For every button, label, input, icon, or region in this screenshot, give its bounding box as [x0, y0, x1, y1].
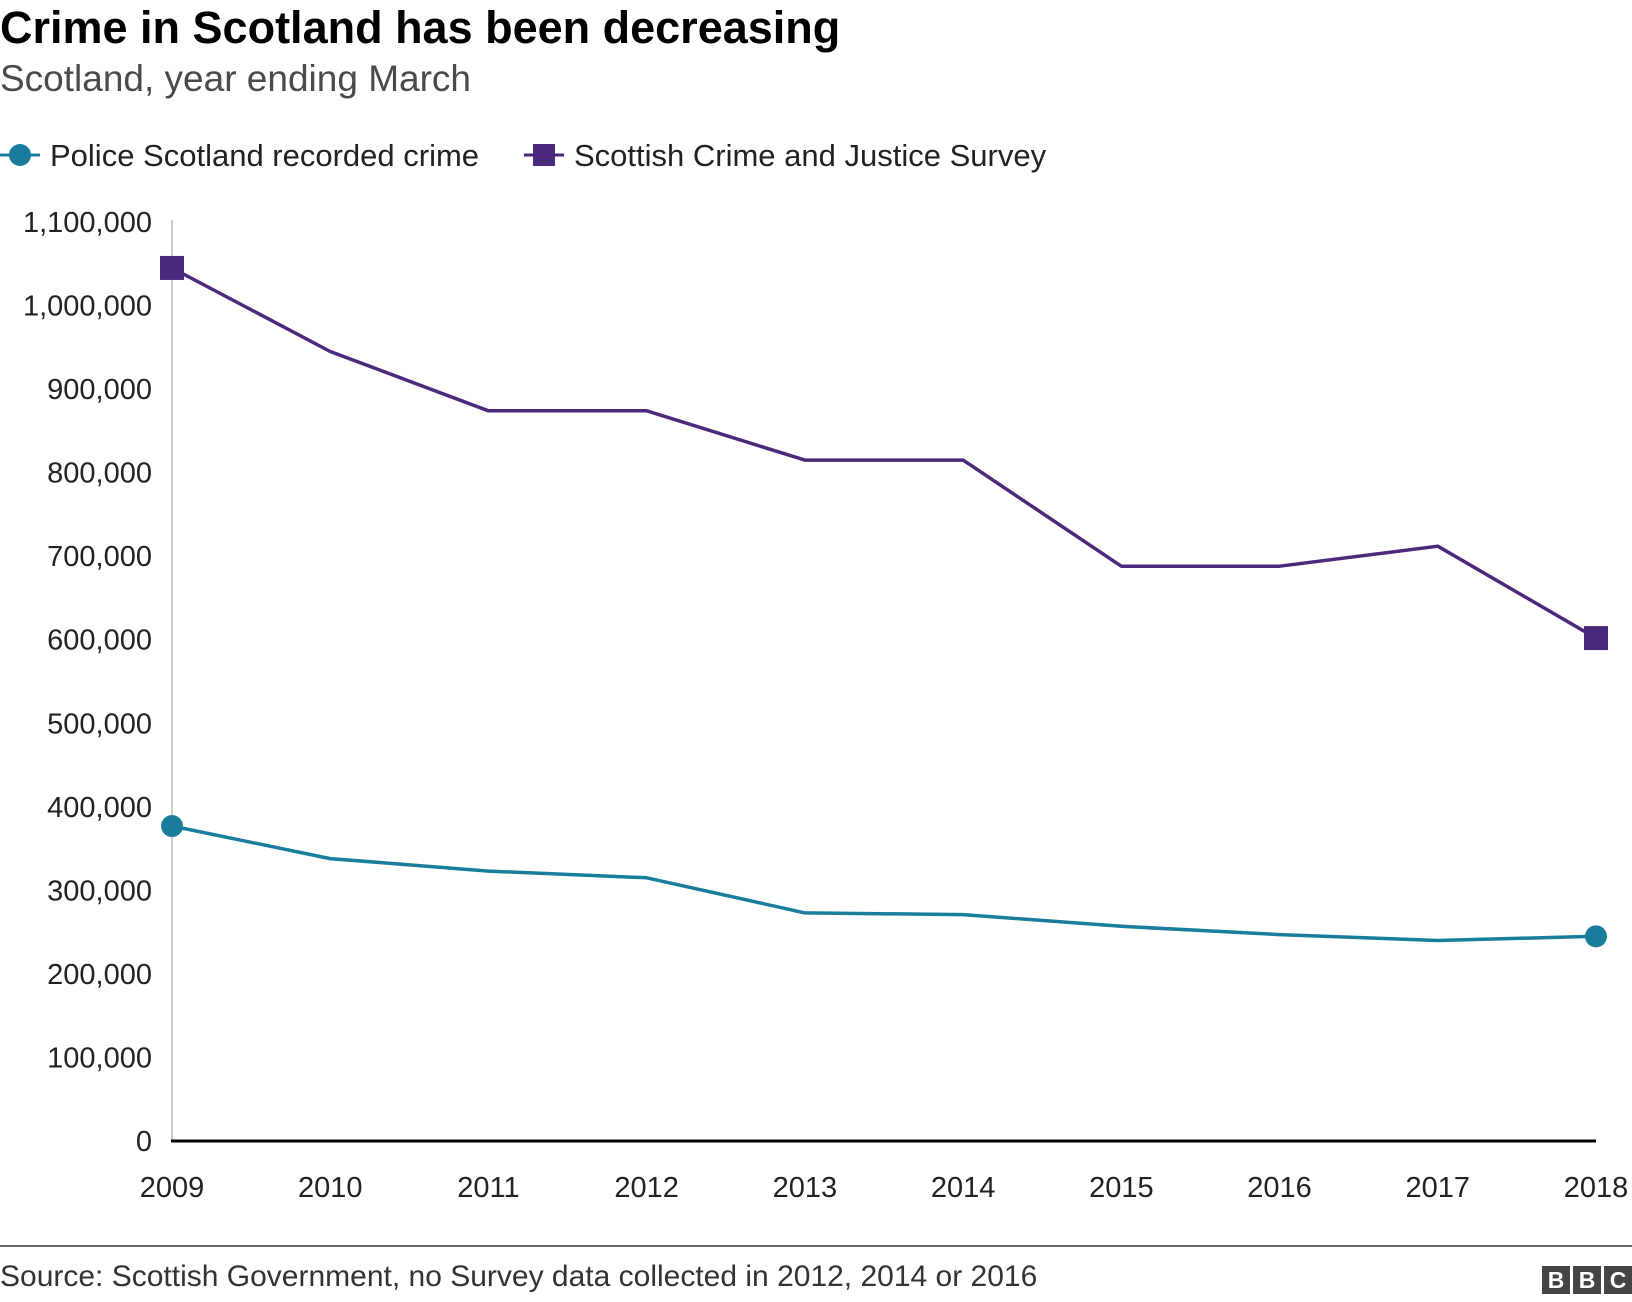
- y-tick-label: 400,000: [47, 792, 152, 824]
- data-point-marker: [161, 815, 183, 838]
- line-chart: Police Scotland recorded crime Scottish C…: [0, 138, 1629, 1204]
- x-tick-label: 2014: [931, 1172, 996, 1204]
- x-tick-label: 2018: [1564, 1172, 1629, 1204]
- y-tick-label: 200,000: [47, 959, 152, 991]
- y-tick-label: 100,000: [47, 1042, 152, 1074]
- x-tick-label: 2011: [457, 1172, 519, 1204]
- x-tick-label: 2015: [1089, 1172, 1154, 1204]
- bbc-logo: B B C: [1542, 1266, 1632, 1294]
- series-lines: [160, 255, 1608, 948]
- axes: [171, 220, 1596, 1143]
- chart-title: Crime in Scotland has been decreasing: [0, 2, 841, 53]
- legend-label: Scottish Crime and Justice Survey: [574, 138, 1047, 173]
- x-axis-ticks: 2009 2010 2011 2012 2013 2014 2015 2016 2017 2018: [140, 1172, 1629, 1204]
- x-tick-label: 2010: [298, 1172, 363, 1204]
- series-line-0: [171, 824, 1597, 943]
- y-axis-ticks: 0 100,000 200,000 300,000 400,000 500,000 600,…: [23, 207, 152, 1158]
- legend: Police Scotland recorded crime Scottish C…: [0, 138, 1047, 173]
- data-point-marker: [1584, 626, 1608, 651]
- x-tick-label: 2017: [1406, 1172, 1471, 1204]
- y-tick-label: 900,000: [47, 374, 152, 406]
- y-tick-label: 0: [136, 1126, 152, 1158]
- data-point-marker: [1585, 925, 1607, 948]
- x-tick-label: 2012: [614, 1172, 679, 1204]
- series-line-1: [171, 266, 1597, 640]
- x-tick-label: 2013: [773, 1172, 838, 1204]
- footer-divider: [0, 1245, 1632, 1247]
- y-tick-label: 700,000: [47, 541, 152, 573]
- source-note: Source: Scottish Government, no Survey d…: [0, 1260, 1038, 1293]
- x-tick-label: 2009: [140, 1172, 205, 1204]
- data-point-marker: [160, 255, 184, 280]
- logo-letter: B: [1542, 1266, 1570, 1294]
- y-tick-label: 600,000: [47, 625, 152, 657]
- legend-label: Police Scotland recorded crime: [50, 138, 479, 173]
- chart-subtitle: Scotland, year ending March: [0, 58, 471, 99]
- logo-letter: C: [1604, 1266, 1632, 1294]
- y-tick-label: 1,000,000: [23, 291, 152, 323]
- logo-letter: B: [1573, 1266, 1601, 1294]
- y-tick-label: 1,100,000: [23, 207, 152, 239]
- y-tick-label: 300,000: [47, 875, 152, 907]
- x-tick-label: 2016: [1247, 1172, 1312, 1204]
- legend-marker-square: [533, 144, 555, 166]
- y-tick-label: 800,000: [47, 458, 152, 490]
- legend-marker-circle: [9, 144, 31, 166]
- y-tick-label: 500,000: [47, 708, 152, 740]
